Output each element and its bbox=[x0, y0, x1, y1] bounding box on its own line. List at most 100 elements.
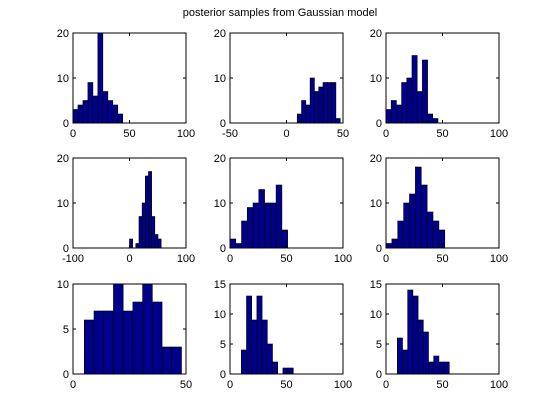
histogram-bar bbox=[416, 91, 423, 124]
histogram-bar bbox=[403, 202, 410, 249]
histogram-bar bbox=[422, 59, 428, 124]
x-tick-label: 100 bbox=[334, 379, 352, 391]
x-tick-label: 0 bbox=[70, 128, 76, 140]
histogram-bar bbox=[246, 207, 254, 249]
histogram-bar bbox=[246, 295, 252, 375]
histogram-bar bbox=[326, 82, 332, 124]
histogram-bar bbox=[112, 104, 119, 124]
y-tick-label: 0 bbox=[376, 369, 382, 381]
y-tick-label: 10 bbox=[214, 73, 226, 85]
histogram-bar bbox=[438, 361, 445, 375]
axes-box bbox=[72, 157, 187, 249]
x-tick-label: 50 bbox=[123, 128, 135, 140]
y-tick-label: 10 bbox=[57, 73, 69, 85]
histogram-bar bbox=[92, 95, 99, 124]
histogram-bar bbox=[406, 77, 413, 124]
y-tick-label: 20 bbox=[214, 153, 226, 165]
y-tick-label: 20 bbox=[57, 28, 69, 40]
subplot-3: 0 50 100 0 10 20 bbox=[370, 28, 508, 140]
histogram-bar bbox=[256, 295, 263, 375]
histogram-bar bbox=[417, 319, 424, 375]
y-tick-label: 0 bbox=[220, 243, 226, 255]
y-tick-label: 10 bbox=[214, 198, 226, 210]
y-tick-label: 20 bbox=[214, 28, 226, 40]
histogram-bar bbox=[251, 319, 258, 375]
x-tick-label: 0 bbox=[227, 253, 233, 265]
y-tick-label: 5 bbox=[376, 339, 382, 351]
histogram-bar bbox=[157, 238, 162, 249]
x-tick-label: 100 bbox=[177, 128, 195, 140]
x-tick-label: 50 bbox=[436, 128, 448, 140]
histogram-bar bbox=[82, 100, 89, 124]
histogram-bar bbox=[270, 202, 277, 249]
x-tick-label: 0 bbox=[283, 128, 289, 140]
figure-title: posterior samples from Gaussian model bbox=[183, 7, 377, 19]
histogram-bar bbox=[427, 113, 434, 124]
histogram-bar bbox=[84, 319, 95, 375]
histogram-bar bbox=[132, 301, 143, 375]
histogram-bar bbox=[122, 310, 134, 375]
y-tick-label: 10 bbox=[57, 279, 69, 291]
x-tick-label: 0 bbox=[227, 379, 233, 391]
histogram-bar bbox=[443, 361, 450, 375]
x-tick-label: 100 bbox=[490, 253, 508, 265]
y-tick-label: 20 bbox=[370, 28, 382, 40]
histogram-bar bbox=[433, 355, 440, 375]
histogram-bar bbox=[422, 331, 429, 375]
histogram-bar bbox=[396, 337, 403, 375]
histogram-bar bbox=[305, 104, 311, 124]
histogram-bar bbox=[138, 216, 143, 249]
y-tick-label: 10 bbox=[57, 198, 69, 210]
histogram-bar bbox=[129, 238, 133, 249]
subplot-5: 0 50 100 0 10 20 bbox=[214, 153, 352, 265]
histogram-bar bbox=[391, 238, 399, 249]
histogram-bar bbox=[151, 216, 156, 249]
histogram-bar bbox=[261, 319, 268, 375]
histogram-bar bbox=[161, 346, 173, 375]
y-tick-label: 15 bbox=[214, 279, 226, 291]
histogram-bar bbox=[409, 193, 416, 249]
histogram-bar bbox=[322, 82, 328, 124]
x-tick-label: 50 bbox=[280, 379, 292, 391]
histogram-bar bbox=[107, 100, 114, 124]
histogram-bar bbox=[142, 283, 153, 375]
subplot-8: 0 50 100 0 5 10 15 bbox=[214, 279, 352, 391]
histogram-bar bbox=[152, 301, 163, 375]
histogram-bar bbox=[411, 55, 418, 124]
histogram-bar bbox=[412, 295, 419, 375]
histogram-bar bbox=[102, 91, 109, 124]
histogram-bar bbox=[318, 86, 324, 124]
y-tick-label: 0 bbox=[63, 243, 69, 255]
histogram-bar bbox=[432, 118, 439, 124]
histogram-bar bbox=[258, 189, 265, 249]
x-tick-label: 100 bbox=[490, 379, 508, 391]
x-tick-label: -50 bbox=[222, 128, 238, 140]
histogram-bar bbox=[266, 343, 273, 375]
histogram-bar bbox=[407, 289, 414, 375]
y-tick-label: 20 bbox=[370, 153, 382, 165]
y-tick-label: 20 bbox=[57, 153, 69, 165]
histogram-bar bbox=[396, 104, 402, 124]
histogram-bar bbox=[93, 310, 105, 375]
histogram-bar bbox=[77, 104, 84, 124]
histogram-bar bbox=[335, 118, 341, 124]
histogram-bar bbox=[72, 109, 79, 124]
histogram-bar bbox=[275, 184, 283, 249]
histogram-bar bbox=[426, 211, 434, 249]
histogram-bar bbox=[241, 349, 247, 375]
x-tick-label: 50 bbox=[280, 253, 292, 265]
x-tick-label: 0 bbox=[383, 379, 389, 391]
x-tick-label: 50 bbox=[436, 379, 448, 391]
subplot-6: 0 50 100 0 10 20 bbox=[370, 153, 508, 265]
histogram-bar bbox=[154, 234, 159, 249]
histogram-bar bbox=[432, 220, 440, 249]
y-tick-label: 10 bbox=[370, 309, 382, 321]
y-tick-label: 5 bbox=[63, 324, 69, 336]
histogram-bar bbox=[402, 349, 408, 375]
histogram-bar bbox=[117, 113, 124, 124]
histogram-bar bbox=[385, 243, 393, 249]
histogram-bar bbox=[235, 243, 242, 249]
